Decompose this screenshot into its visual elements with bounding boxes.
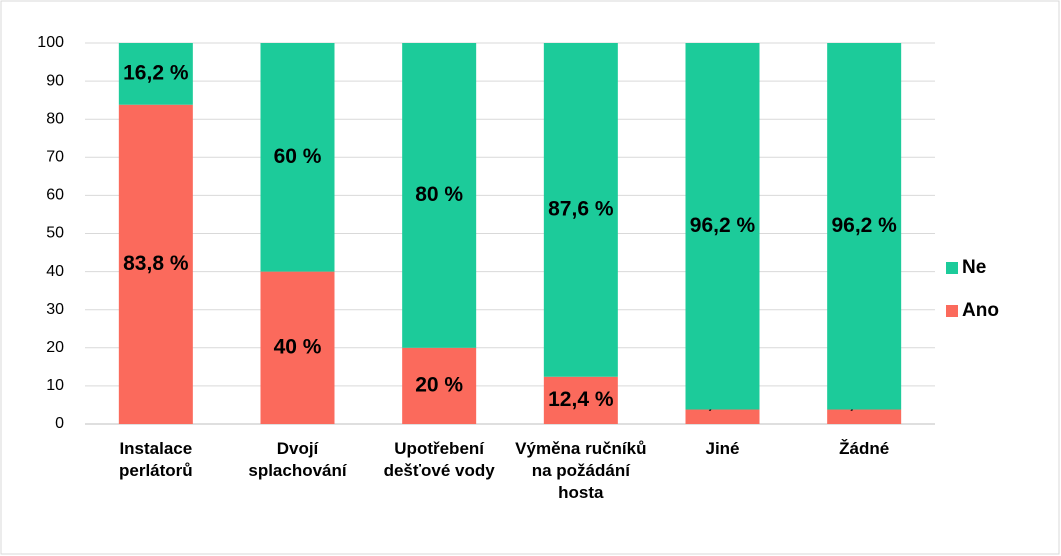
legend-label: Ano	[962, 300, 999, 321]
y-tick-label: 60	[46, 187, 64, 204]
y-tick-label: 0	[55, 415, 64, 432]
bar-segment	[118, 43, 193, 105]
x-tick-label: Jiné	[705, 439, 740, 458]
y-tick-label: 20	[46, 339, 64, 356]
legend-label: Ne	[962, 257, 986, 278]
y-tick-label: 40	[46, 263, 64, 280]
y-tick-label: 30	[46, 301, 64, 318]
y-tick-label: 70	[46, 149, 64, 166]
data-label: 20 %	[415, 373, 463, 396]
bar-segment	[402, 347, 477, 424]
x-tick-label: Instalace perlátorů	[118, 439, 193, 480]
data-label: 60 %	[274, 145, 322, 168]
bar-segment	[827, 409, 902, 424]
legend-swatch	[946, 305, 958, 317]
data-label: 96,2 %	[690, 214, 756, 237]
bar-segment	[118, 104, 193, 425]
data-label: 87,6 %	[548, 197, 614, 220]
legend-swatch	[946, 262, 958, 274]
y-tick-label: 100	[37, 34, 64, 51]
bar-segment	[543, 43, 618, 377]
data-label: 80 %	[415, 183, 463, 206]
x-tick-label: Žádné	[839, 439, 890, 458]
data-label: 16,2 %	[123, 61, 189, 84]
y-tick-label: 50	[46, 225, 64, 242]
data-label: 12,4 %	[548, 388, 614, 411]
y-tick-label: 80	[46, 110, 64, 127]
bar-segment	[543, 376, 618, 424]
bar-segment	[402, 43, 477, 348]
data-label: 40 %	[274, 335, 322, 358]
y-tick-label: 10	[46, 377, 64, 394]
x-tick-label: Dvojí splachování	[248, 439, 347, 480]
data-label: 96,2 %	[831, 214, 897, 237]
y-tick-label: 90	[46, 72, 64, 89]
bar-segment	[260, 271, 335, 424]
bar-segment	[260, 43, 335, 272]
bar-segment	[685, 409, 760, 424]
bar-segment	[827, 43, 902, 410]
data-label: 83,8 %	[123, 252, 189, 275]
x-tick-label: Upotřebení dešťové vody	[383, 439, 495, 480]
bar-segment	[685, 43, 760, 410]
x-tick-label: Výměna ručníků na požádání hosta	[515, 439, 647, 502]
